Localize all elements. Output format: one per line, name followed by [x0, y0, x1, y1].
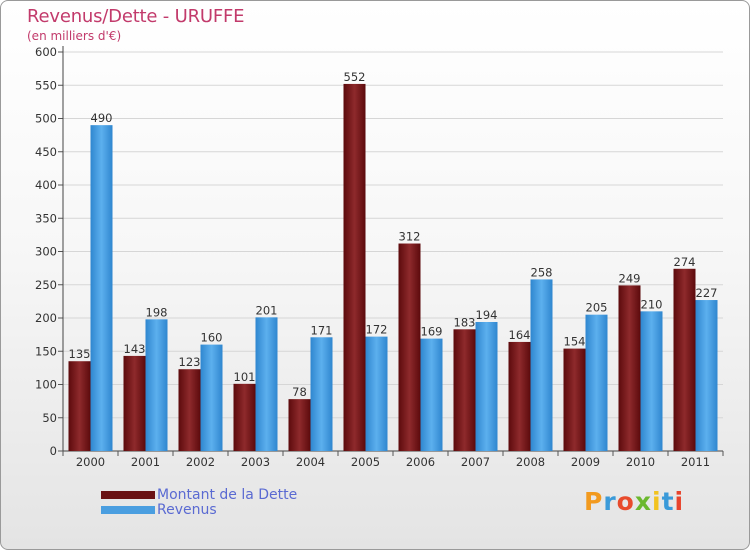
- y-tick-label: 100: [35, 378, 57, 392]
- x-tick-label: 2006: [406, 455, 435, 469]
- data-label: 143: [124, 342, 146, 356]
- legend-item-debt: Montant de la Dette: [101, 486, 298, 503]
- logo-letter: i: [674, 487, 685, 516]
- y-tick-label: 250: [35, 278, 57, 292]
- bar-revenus: [530, 279, 553, 451]
- y-tick-label: 350: [35, 211, 57, 225]
- logo-letter: i: [652, 487, 662, 516]
- y-tick-label: 0: [50, 444, 57, 458]
- x-tick-label: 2011: [681, 455, 710, 469]
- data-label: 194: [476, 308, 498, 322]
- data-label: 258: [531, 265, 553, 279]
- data-label: 490: [91, 111, 113, 125]
- bar-dette: [673, 268, 696, 451]
- bar-dette: [508, 341, 531, 451]
- data-label: 164: [509, 328, 531, 342]
- chart-subtitle: (en milliers d'€): [27, 29, 122, 43]
- bar-revenus: [90, 125, 113, 452]
- data-label: 78: [292, 385, 307, 399]
- bar-dette: [453, 329, 476, 451]
- data-label: 552: [344, 70, 366, 84]
- bar-dette: [343, 83, 366, 452]
- bar-dette: [618, 285, 641, 451]
- data-label: 210: [641, 297, 663, 311]
- x-tick-label: 2007: [461, 455, 490, 469]
- legend-label-debt: Montant de la Dette: [157, 486, 298, 503]
- data-label: 205: [586, 301, 608, 315]
- data-label: 249: [619, 271, 641, 285]
- bar-revenus: [585, 314, 608, 451]
- bar-revenus: [695, 300, 718, 451]
- legend: Montant de la Dette Revenus: [101, 486, 298, 518]
- data-label: 101: [234, 370, 256, 384]
- data-label: 135: [69, 347, 91, 361]
- x-tick-label: 2002: [186, 455, 215, 469]
- data-label: 154: [564, 335, 586, 349]
- y-tick-label: 150: [35, 344, 57, 358]
- x-tick-label: 2001: [131, 455, 160, 469]
- logo-letter: t: [661, 487, 675, 516]
- y-tick-label: 450: [35, 145, 57, 159]
- x-tick-label: 2010: [626, 455, 655, 469]
- x-tick-label: 2000: [76, 455, 105, 469]
- y-tick-label: 500: [35, 112, 57, 126]
- bar-dette: [398, 243, 421, 451]
- legend-label-revenus: Revenus: [157, 501, 217, 518]
- data-label: 172: [366, 323, 388, 337]
- chart-title: Revenus/Dette - URUFFE: [27, 6, 245, 27]
- data-label: 227: [696, 286, 718, 300]
- bar-dette: [178, 369, 201, 451]
- y-tick-label: 200: [35, 311, 57, 325]
- bar-dette: [68, 361, 91, 451]
- data-label: 183: [454, 315, 476, 329]
- bar-dette: [563, 348, 586, 451]
- logo-letter: o: [616, 487, 635, 516]
- x-tick-label: 2005: [351, 455, 380, 469]
- bar-revenus: [145, 319, 168, 451]
- bar-revenus: [640, 311, 663, 451]
- bar-dette: [288, 399, 311, 451]
- legend-swatch-debt: [101, 490, 155, 499]
- data-label: 171: [311, 323, 333, 337]
- x-tick-label: 2003: [241, 455, 270, 469]
- data-label: 312: [399, 230, 421, 244]
- bar-revenus: [365, 336, 388, 451]
- data-label: 123: [179, 355, 201, 369]
- x-tick-label: 2008: [516, 455, 545, 469]
- data-label: 169: [421, 325, 443, 339]
- proxiti-logo: Proxiti: [584, 487, 684, 516]
- y-tick-label: 600: [35, 45, 57, 59]
- bar-revenus: [310, 337, 333, 451]
- bar-revenus: [475, 321, 498, 451]
- x-tick-label: 2009: [571, 455, 600, 469]
- bar-dette: [123, 355, 146, 451]
- legend-item-revenus: Revenus: [101, 501, 297, 518]
- bar-dette: [233, 383, 256, 451]
- logo-letter: x: [634, 487, 652, 516]
- y-tick-label: 550: [35, 78, 57, 92]
- y-tick-label: 50: [42, 411, 57, 425]
- bar-revenus: [420, 338, 443, 451]
- data-label: 198: [146, 305, 168, 319]
- bar-revenus: [200, 344, 223, 451]
- logo-letter: r: [603, 487, 617, 516]
- y-tick-label: 300: [35, 245, 57, 259]
- bar-revenus: [255, 317, 278, 451]
- data-label: 201: [256, 303, 278, 317]
- data-label: 274: [674, 255, 696, 269]
- y-tick-label: 400: [35, 178, 57, 192]
- logo-letter: P: [584, 487, 604, 516]
- x-tick-label: 2004: [296, 455, 325, 469]
- legend-swatch-revenus: [101, 505, 155, 514]
- data-label: 160: [201, 331, 223, 345]
